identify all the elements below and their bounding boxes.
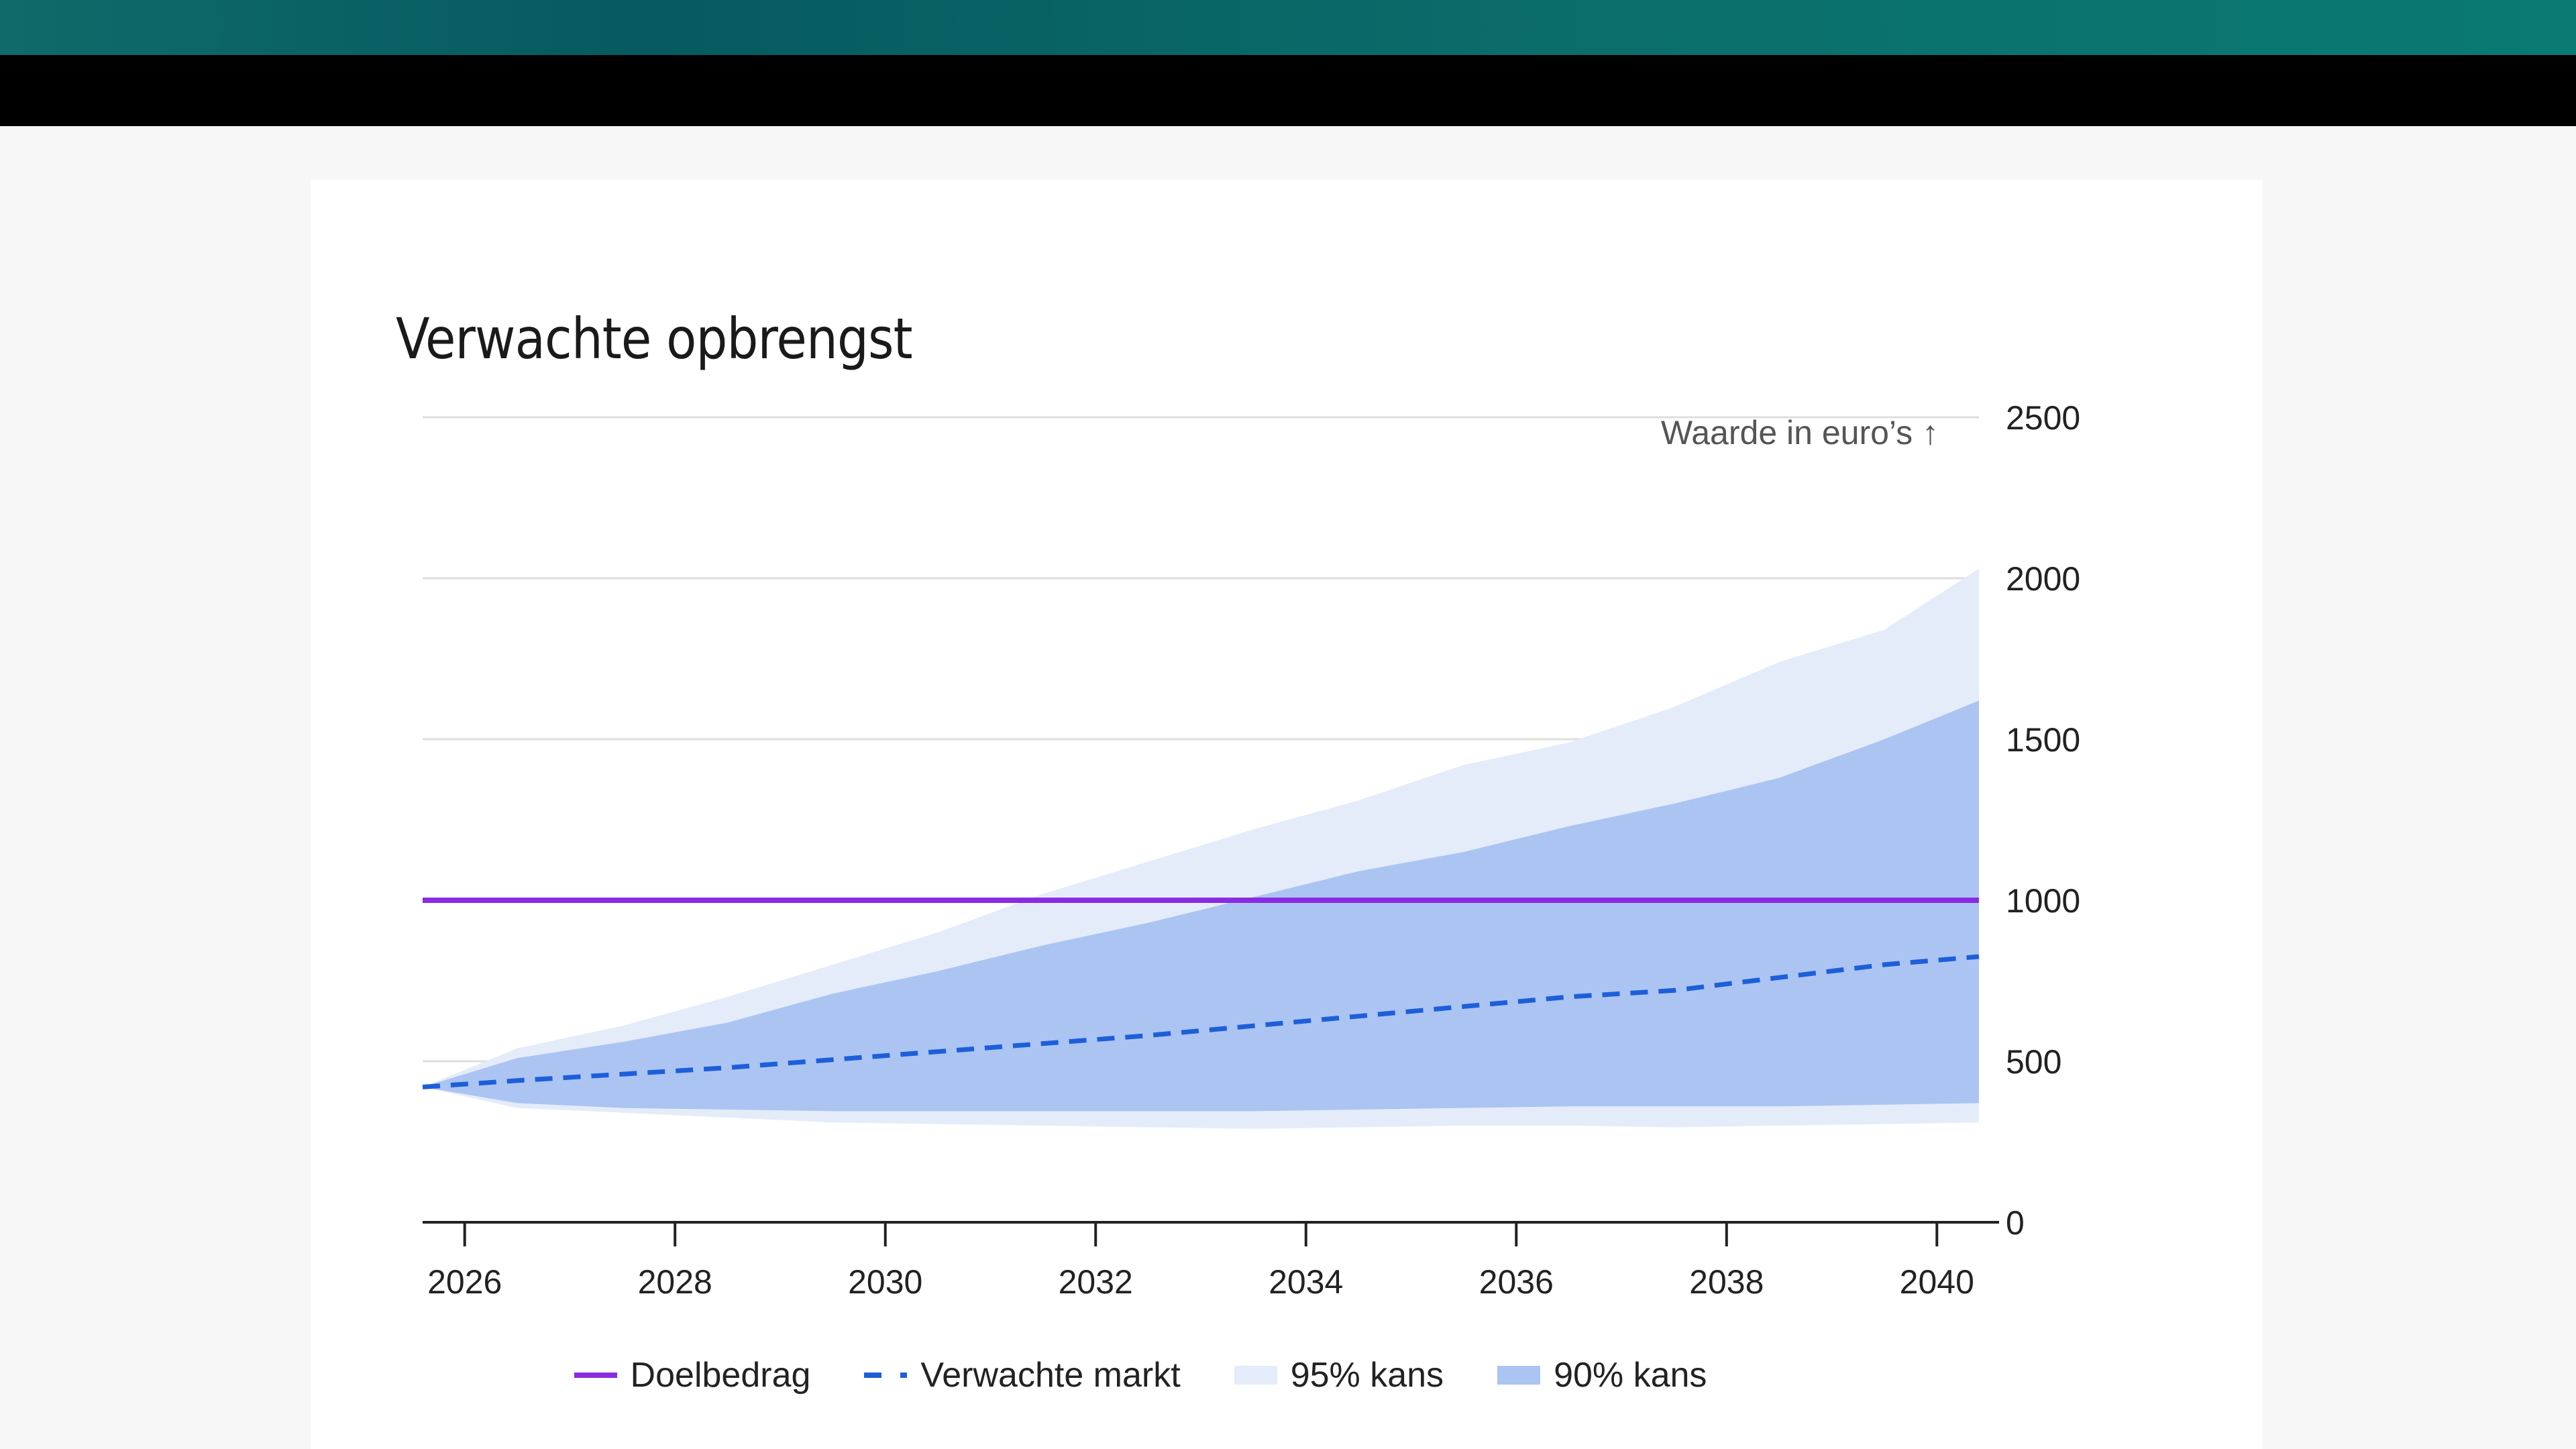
navigation-bar bbox=[0, 55, 2576, 126]
y-tick-label-1000: 1000 bbox=[2006, 882, 2080, 920]
legend-item-verwachte-markt[interactable]: Verwachte markt bbox=[864, 1355, 1181, 1395]
series-line-verwachte-markt bbox=[422, 954, 1980, 1089]
x-tick-label-2028: 2028 bbox=[638, 1263, 712, 1301]
y-axis-title: Waarde in euro’s ↑ bbox=[1661, 414, 1939, 451]
legend-label-95-kans: 95% kans bbox=[1290, 1356, 1444, 1395]
y-tick-label-2500: 2500 bbox=[2006, 399, 2080, 437]
x-tick-label-2040: 2040 bbox=[1900, 1263, 1974, 1301]
legend-item-doelbedrag[interactable]: Doelbedrag bbox=[574, 1355, 811, 1395]
legend-swatch-verwachte-markt bbox=[864, 1373, 908, 1378]
x-tick-label-2038: 2038 bbox=[1689, 1263, 1764, 1301]
top-header-bar bbox=[0, 0, 2576, 55]
band-90-kans bbox=[423, 700, 1979, 1112]
legend-label-verwachte-markt: Verwachte markt bbox=[920, 1356, 1181, 1395]
legend-swatch-doelbedrag bbox=[574, 1373, 617, 1378]
y-tick-label-500: 500 bbox=[2006, 1043, 2061, 1081]
legend-label-90-kans: 90% kans bbox=[1554, 1356, 1707, 1395]
x-tick-label-2032: 2032 bbox=[1059, 1263, 1133, 1301]
legend-swatch-95-kans bbox=[1234, 1366, 1277, 1385]
legend-item-95-kans[interactable]: 95% kans bbox=[1234, 1355, 1444, 1395]
x-tick-label-2034: 2034 bbox=[1269, 1263, 1343, 1301]
y-tick-label-1500: 1500 bbox=[2006, 721, 2080, 759]
y-tick-label-0: 0 bbox=[2006, 1204, 2025, 1242]
chart-legend: Doelbedrag Verwachte markt 95% kans 90% … bbox=[0, 1355, 2428, 1395]
x-tick-label-2030: 2030 bbox=[848, 1263, 922, 1301]
legend-label-doelbedrag: Doelbedrag bbox=[630, 1356, 811, 1395]
legend-item-90-kans[interactable]: 90% kans bbox=[1497, 1355, 1707, 1395]
legend-swatch-90-kans bbox=[1497, 1366, 1541, 1385]
y-tick-label-2000: 2000 bbox=[2006, 560, 2080, 598]
x-tick-label-2026: 2026 bbox=[427, 1263, 502, 1301]
x-tick-label-2036: 2036 bbox=[1479, 1263, 1554, 1301]
chart-title: Verwachte opbrengst bbox=[396, 306, 913, 372]
